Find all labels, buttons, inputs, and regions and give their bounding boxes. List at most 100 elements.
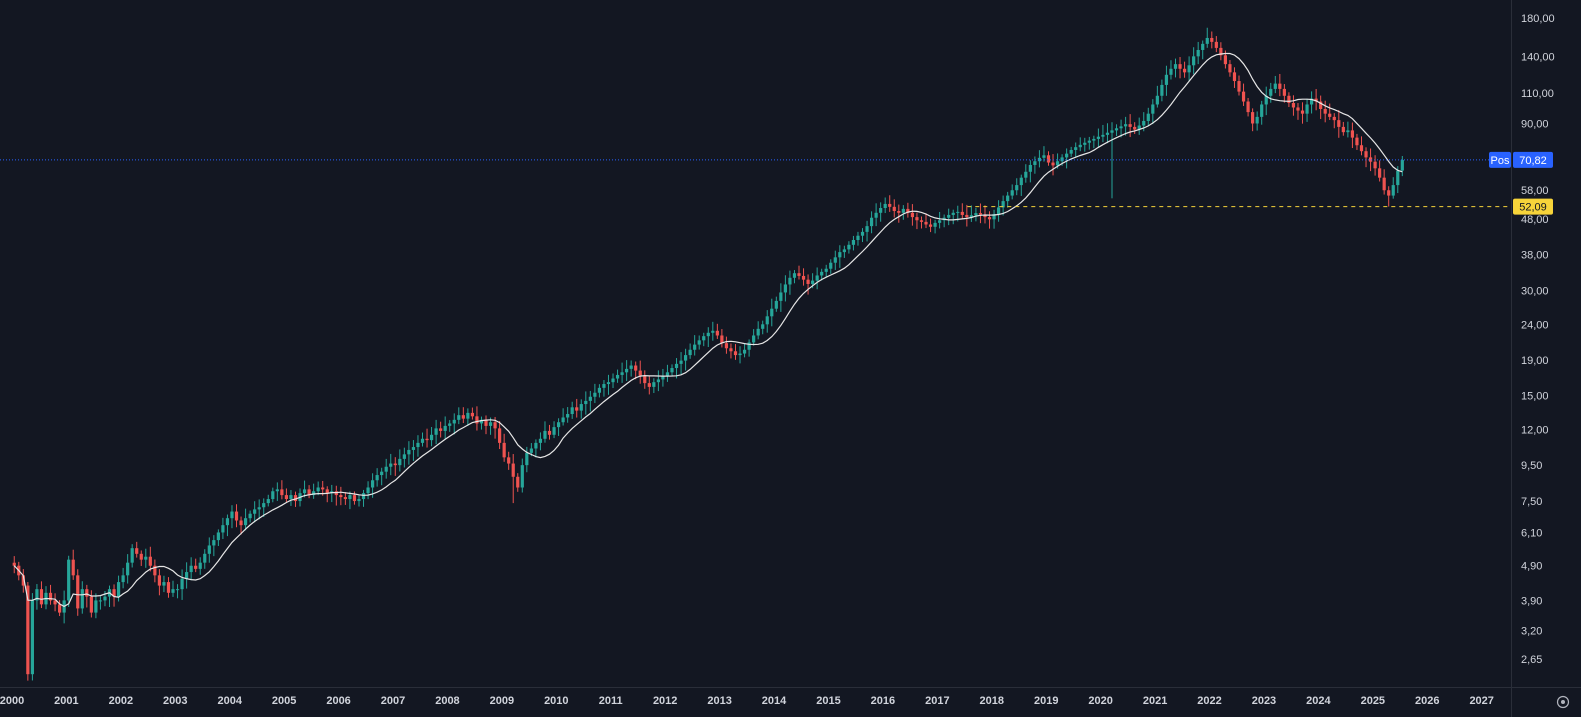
candle-body (243, 518, 248, 526)
candle-body (965, 214, 969, 218)
candle-body (439, 428, 443, 431)
candle-body (266, 499, 270, 504)
candle-body (1051, 162, 1055, 166)
candle-body (1037, 157, 1042, 162)
candle-body (674, 363, 679, 369)
candle-body (1337, 120, 1341, 127)
candle-body (647, 383, 651, 387)
candle-body (321, 487, 325, 490)
candle-body (194, 565, 198, 569)
time-axis-label: 2017 (925, 695, 949, 707)
candle-body (257, 507, 261, 510)
candle-body (874, 212, 878, 218)
candle-body (402, 454, 406, 459)
candle-body (947, 214, 951, 218)
candle-body (656, 379, 660, 383)
candle-body (1169, 68, 1173, 75)
candle-body (280, 489, 284, 496)
candle-body (1024, 171, 1028, 178)
candle-body (1296, 107, 1300, 111)
candle-body (248, 513, 252, 519)
candle-body (783, 284, 787, 293)
candle-body (688, 349, 692, 356)
candle-body (679, 360, 683, 364)
time-axis-label: 2012 (653, 695, 677, 707)
candle-body (892, 206, 896, 211)
candle-body (35, 589, 39, 601)
candle-body (398, 458, 402, 466)
candle-body (597, 387, 602, 393)
candle-body (847, 244, 851, 250)
price-axis[interactable]: 180,00140,00110,0090,0071,0058,0048,0038… (1521, 13, 1555, 666)
candle-body (625, 368, 629, 373)
candle-body (98, 600, 103, 602)
candle-body (1205, 37, 1209, 44)
candle-body (253, 509, 257, 514)
candle-body (1273, 83, 1277, 89)
candle-body (189, 565, 193, 573)
candle-body (239, 520, 243, 526)
candle-body (1332, 116, 1336, 121)
candle-body (1092, 138, 1096, 141)
candle-body (484, 419, 488, 426)
candle-body (470, 412, 474, 417)
candle-body (130, 548, 134, 563)
candle-body (53, 600, 57, 605)
price-axis-label: 48,00 (1521, 214, 1549, 226)
candle-body (112, 589, 116, 597)
candle-body (352, 495, 357, 502)
candle-body (774, 300, 778, 309)
time-axis-label: 2000 (0, 695, 24, 707)
candle-body (1187, 65, 1191, 73)
settings-icon[interactable] (1556, 695, 1570, 709)
candle-body (171, 589, 175, 593)
candle-body (12, 562, 16, 566)
candle-body (588, 396, 592, 401)
candle-body (407, 449, 411, 455)
candle-body (593, 392, 597, 397)
candle-body (1319, 101, 1323, 110)
candle-body (343, 497, 347, 500)
candle-body (1391, 185, 1395, 196)
time-axis-label: 2002 (109, 695, 133, 707)
candle-body (1196, 49, 1200, 57)
candle-body (1015, 185, 1019, 191)
candle-body (293, 495, 298, 502)
candle-body (552, 427, 556, 435)
time-axis-label: 2006 (326, 695, 350, 707)
candle-body (1323, 109, 1327, 114)
candle-body (928, 224, 933, 227)
candle-body (1246, 101, 1250, 113)
candle-body (1060, 157, 1064, 162)
time-axis-label: 2014 (762, 695, 787, 707)
candle-body (1065, 153, 1069, 158)
price-axis-label: 3,90 (1521, 595, 1542, 607)
candle-body (1055, 161, 1060, 166)
candle-body (715, 330, 719, 336)
candle-body (1255, 116, 1259, 124)
candle-body (906, 208, 910, 213)
candle-body (987, 217, 992, 220)
price-axis-label: 140,00 (1521, 51, 1555, 63)
candle-body (67, 559, 71, 601)
candle-body (1264, 95, 1268, 105)
candle-body (888, 203, 892, 207)
candle-body (788, 277, 792, 285)
candle-body (824, 268, 828, 272)
candle-body (230, 511, 234, 519)
candle-body (924, 221, 928, 225)
time-axis[interactable]: 2000 2001 2002 2003 2004 2005 2006 2007 2008 2009… (0, 695, 1494, 707)
candle-body (185, 572, 189, 579)
candle-body (634, 365, 638, 371)
candle-body (879, 208, 883, 213)
candle-body (39, 589, 44, 605)
candle-body (511, 463, 515, 477)
candle-body (1269, 88, 1273, 96)
price-axis-label: 38,00 (1521, 249, 1549, 261)
support-tag-label: 52,09 (1519, 202, 1547, 214)
candle-body (302, 489, 307, 494)
time-axis-label: 2019 (1034, 695, 1058, 707)
candle-body (493, 422, 497, 429)
candle-body (856, 235, 860, 241)
